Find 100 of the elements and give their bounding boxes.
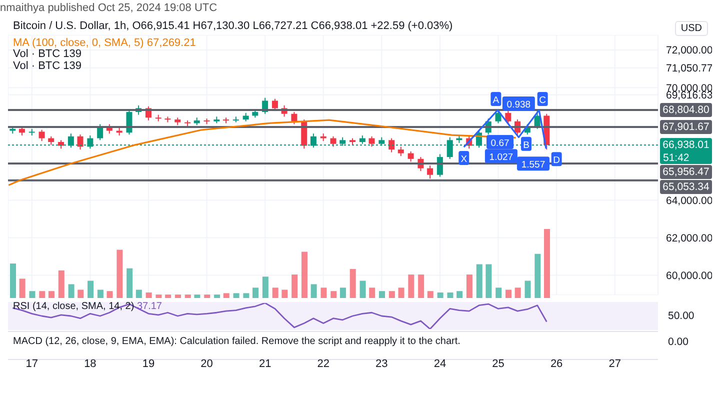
bar bbox=[320, 288, 327, 298]
bar bbox=[524, 280, 531, 298]
annotation: 37.17 bbox=[136, 301, 162, 312]
bar bbox=[88, 280, 94, 298]
bar bbox=[330, 291, 337, 298]
annotation: B bbox=[523, 140, 530, 151]
annotation: X bbox=[460, 154, 468, 165]
bar bbox=[68, 284, 74, 298]
chart-title: Bitcoin / U.S. Dollar, 1h, O66,915.41 H67,130.30 L66,727.21 C66,938.01 +22.59 (+0.03%) bbox=[13, 20, 453, 32]
candlestick bbox=[408, 150, 414, 162]
y-tick-label: 72,000.00 bbox=[666, 44, 713, 57]
bar bbox=[194, 294, 200, 298]
bar bbox=[447, 292, 454, 298]
bar bbox=[544, 229, 550, 298]
bar bbox=[514, 288, 521, 298]
bar bbox=[165, 294, 172, 298]
x-tick-label: 20 bbox=[200, 358, 213, 370]
candlestick bbox=[495, 110, 502, 124]
x-tick-label: 24 bbox=[434, 358, 446, 370]
x-tick-label: 22 bbox=[317, 358, 330, 370]
bar bbox=[437, 292, 444, 298]
bar bbox=[418, 274, 424, 298]
bar bbox=[476, 264, 482, 298]
bar bbox=[58, 270, 64, 298]
bar bbox=[48, 291, 54, 298]
x-tick-label: 23 bbox=[376, 358, 388, 370]
bar bbox=[29, 291, 36, 298]
bar bbox=[398, 288, 404, 298]
annotation: 1.557 bbox=[521, 160, 546, 171]
bar bbox=[78, 290, 84, 298]
text: 0.00 bbox=[668, 336, 688, 348]
bar bbox=[184, 294, 191, 298]
text: 50.00 bbox=[668, 310, 694, 322]
bar bbox=[116, 250, 123, 298]
y-axis-title: USD bbox=[674, 21, 708, 36]
candlestick bbox=[368, 136, 375, 148]
bar bbox=[350, 269, 356, 298]
annotation: Vol · BTC 139 bbox=[13, 48, 82, 60]
bar bbox=[252, 288, 259, 298]
bar bbox=[126, 268, 133, 298]
bar bbox=[233, 293, 240, 298]
bar bbox=[301, 252, 308, 298]
bar bbox=[243, 293, 250, 298]
y-tick-label: 60,000.00 bbox=[666, 270, 713, 282]
x-tick-label: 21 bbox=[258, 358, 272, 370]
bar bbox=[292, 274, 298, 298]
bar bbox=[136, 290, 142, 298]
bar bbox=[388, 291, 395, 298]
bar bbox=[262, 276, 268, 298]
bar bbox=[97, 290, 104, 298]
bar bbox=[146, 292, 152, 298]
bar bbox=[39, 291, 46, 298]
candlestick bbox=[398, 146, 404, 157]
line-series bbox=[8, 119, 517, 186]
annotation: C bbox=[539, 95, 546, 106]
bar bbox=[340, 288, 346, 298]
candlestick bbox=[330, 136, 336, 148]
ref-line-label: 67,901.67 bbox=[660, 120, 712, 134]
ref-line-label: 65,053.34 bbox=[660, 181, 712, 194]
bar bbox=[204, 294, 210, 298]
bar bbox=[174, 294, 181, 298]
annotation: 0.67 bbox=[490, 138, 510, 150]
x-tick-label: 26 bbox=[550, 358, 563, 370]
x-tick-label: 25 bbox=[492, 358, 504, 370]
text: MA (100, close, 0, SMA, 5) bbox=[13, 37, 144, 49]
candlestick bbox=[427, 164, 434, 180]
bar bbox=[10, 264, 16, 298]
text: 51:42 bbox=[662, 152, 690, 166]
bar bbox=[223, 293, 230, 298]
annotation: 67,269.21 bbox=[146, 37, 196, 49]
bar bbox=[427, 291, 434, 298]
annotation: A bbox=[492, 95, 500, 106]
y-tick-label: 64,000.00 bbox=[666, 194, 713, 207]
bar bbox=[310, 284, 317, 298]
bar bbox=[408, 274, 414, 298]
x-tick-label: 19 bbox=[142, 358, 155, 370]
bar bbox=[369, 288, 376, 298]
text: MACD (12, 26, close, 9, EMA, EMA): Calculation failed. Remove the script and reapply it to the chart. bbox=[13, 336, 460, 347]
x-tick-label: 18 bbox=[84, 358, 96, 370]
y-tick-label: 70,000.00 bbox=[666, 82, 713, 94]
candlestick bbox=[388, 138, 395, 153]
bar bbox=[360, 280, 366, 298]
bar bbox=[466, 274, 472, 298]
annotation: Vol · BTC 139 bbox=[13, 60, 82, 72]
ref-line-label: 66,938.01 bbox=[662, 139, 710, 152]
bar bbox=[272, 288, 278, 298]
ref-line-label: 65,956.47 bbox=[660, 166, 712, 180]
annotation: D bbox=[553, 155, 560, 166]
annotation: 1.027 bbox=[489, 152, 514, 164]
bar bbox=[506, 290, 512, 298]
candlestick bbox=[291, 111, 298, 125]
bar bbox=[282, 290, 288, 298]
x-tick-label: 27 bbox=[608, 358, 621, 370]
bar bbox=[456, 291, 463, 298]
ref-line-label: 68,804.80 bbox=[660, 104, 712, 117]
bar bbox=[214, 294, 220, 298]
bar bbox=[379, 291, 386, 298]
candlestick bbox=[77, 134, 84, 150]
bar bbox=[486, 264, 492, 298]
chart-subtitle: nmaithya published Oct 25, 2024 19:08 UTC bbox=[0, 2, 218, 14]
